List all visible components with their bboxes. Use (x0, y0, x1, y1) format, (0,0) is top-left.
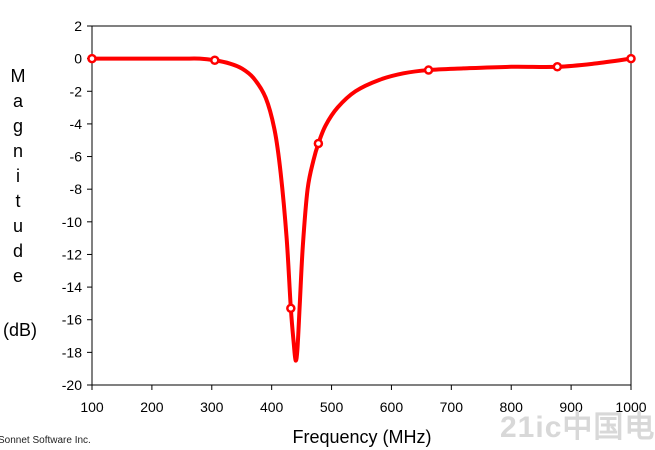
data-point-marker (423, 65, 434, 75)
data-point-marker (552, 62, 563, 72)
y-axis-label-letter: M (11, 66, 26, 86)
y-axis-label-letter: e (13, 266, 23, 286)
x-tick-label: 300 (200, 399, 224, 415)
data-point-marker (210, 55, 220, 66)
data-point-marker (286, 303, 296, 314)
y-tick-label: 0 (74, 51, 82, 67)
y-tick-label: -12 (62, 246, 82, 262)
x-tick-label: 700 (440, 399, 464, 415)
data-point-marker (313, 138, 324, 149)
y-axis-ticks: 2 0 -2 -4 -6 -8 -10 -12 -14 -16 -18 -20 (62, 18, 92, 393)
y-tick-label: -16 (62, 312, 82, 328)
y-tick-label: -10 (62, 214, 82, 230)
plot-frame (91, 25, 632, 386)
y-tick-label: 2 (74, 18, 82, 34)
data-point-marker (626, 53, 636, 64)
y-axis-label-letter: n (13, 141, 23, 161)
y-tick-label: -20 (62, 377, 82, 393)
y-axis-label-letter: u (13, 216, 23, 236)
x-tick-label: 500 (320, 399, 344, 415)
y-tick-label: -8 (70, 181, 83, 197)
x-tick-label: 1000 (615, 399, 646, 415)
y-tick-label: -6 (70, 149, 83, 165)
x-tick-label: 800 (500, 399, 524, 415)
x-tick-label: 400 (260, 399, 284, 415)
x-axis-label: Frequency (MHz) (292, 427, 431, 447)
x-tick-label: 100 (80, 399, 104, 415)
credit-text: Sonnet Software Inc. (0, 435, 91, 446)
data-point-marker (87, 53, 97, 64)
y-tick-label: -2 (70, 83, 83, 99)
series-markers (87, 53, 636, 314)
y-tick-label: -4 (70, 116, 83, 132)
x-tick-label: 900 (559, 399, 583, 415)
y-tick-label: -18 (62, 344, 82, 360)
watermark-logo: 21ic中国电子网 (500, 411, 655, 444)
y-axis-label-letter: g (13, 116, 23, 136)
y-axis-unit: (dB) (3, 320, 37, 340)
y-axis-label-letter: a (13, 91, 24, 111)
series-line (90, 56, 633, 363)
x-tick-label: 600 (380, 399, 404, 415)
x-axis-ticks: 100 200 300 400 500 600 700 800 900 1000 (80, 385, 647, 415)
y-axis-label-letter: d (13, 241, 23, 261)
y-axis-label-letter: t (15, 191, 20, 211)
y-tick-label: -14 (62, 279, 82, 295)
x-tick-label: 200 (140, 399, 164, 415)
y-axis-label-letter: i (16, 166, 20, 186)
